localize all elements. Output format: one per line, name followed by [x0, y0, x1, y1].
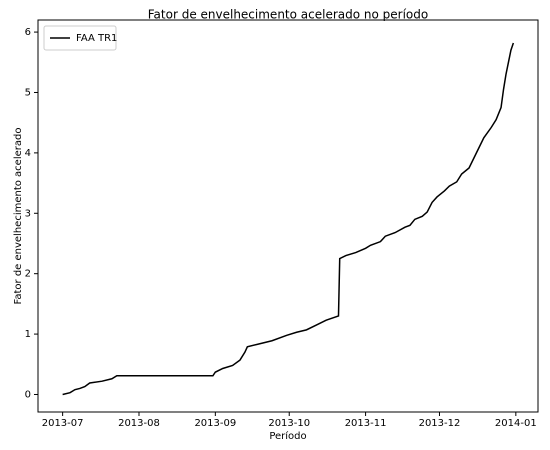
- y-tick-label: 6: [25, 27, 31, 38]
- plot-frame: [37, 19, 539, 413]
- y-tick-label: 1: [25, 329, 31, 340]
- x-tick-label: 2013-11: [345, 418, 387, 429]
- x-tick-label: 2013-07: [42, 418, 84, 429]
- y-tick-label: 4: [25, 148, 31, 159]
- chart-title: Fator de envelhecimento acelerado no per…: [148, 8, 428, 22]
- x-tick-label: 2013-12: [419, 418, 461, 429]
- y-tick-label: 2: [25, 269, 31, 280]
- x-tick-label: 2013-09: [194, 418, 236, 429]
- y-tick-label: 3: [25, 208, 31, 219]
- y-tick-label: 0: [25, 389, 31, 400]
- x-tick-label: 2013-08: [118, 418, 160, 429]
- y-tick-label: 5: [25, 87, 31, 98]
- y-axis-label: Fator de envelhecimento acelerado: [13, 128, 24, 305]
- line-series: [62, 42, 515, 396]
- x-tick-label: 2013-10: [268, 418, 310, 429]
- legend-label: FAA TR1: [76, 33, 117, 44]
- x-axis-label: Período: [269, 430, 306, 442]
- legend-box: [43, 25, 117, 51]
- x-tick-label: 2014-01: [495, 418, 537, 429]
